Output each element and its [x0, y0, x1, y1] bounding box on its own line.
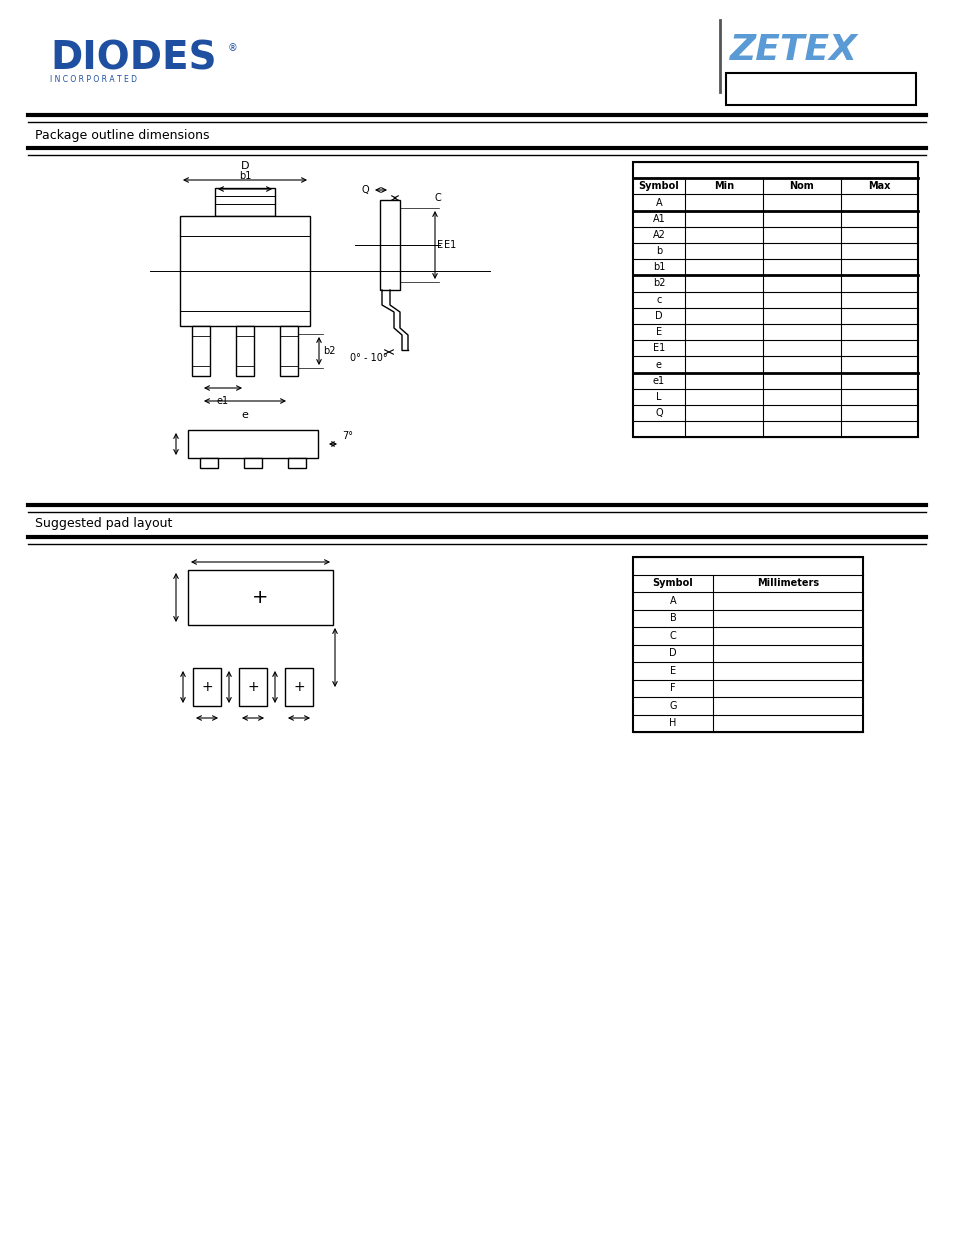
Bar	[235, 326, 253, 375]
Bar	[244, 458, 262, 468]
Bar	[188, 571, 333, 625]
Text: e: e	[656, 359, 661, 369]
Text: b2: b2	[323, 346, 335, 356]
Bar	[280, 326, 297, 375]
Text: C: C	[435, 193, 441, 203]
Text: Q: Q	[655, 408, 662, 419]
Bar	[192, 326, 210, 375]
Text: D: D	[240, 161, 249, 170]
Text: e: e	[241, 410, 248, 420]
Text: A1: A1	[652, 214, 664, 224]
Text: A2: A2	[652, 230, 665, 240]
Text: ZETEX: ZETEX	[729, 33, 857, 67]
Text: DIODES: DIODES	[50, 40, 216, 77]
Text: D: D	[655, 311, 662, 321]
Text: Nom: Nom	[789, 182, 814, 191]
Text: c: c	[656, 295, 661, 305]
Text: +: +	[252, 588, 269, 606]
Text: +: +	[247, 680, 258, 694]
Bar	[193, 668, 221, 706]
Text: Max: Max	[867, 182, 890, 191]
Text: L: L	[656, 391, 661, 401]
Text: ®: ®	[228, 43, 237, 53]
Text: H: H	[669, 719, 676, 729]
Text: Symbol: Symbol	[638, 182, 679, 191]
Bar	[214, 188, 274, 216]
Text: A: A	[669, 595, 676, 605]
Bar	[633, 162, 917, 437]
Text: b: b	[655, 246, 661, 256]
Text: A: A	[655, 198, 661, 207]
Text: G: G	[669, 700, 676, 711]
Bar	[633, 557, 862, 732]
Text: Q: Q	[361, 185, 369, 195]
Text: +: +	[293, 680, 305, 694]
Text: e1: e1	[216, 396, 229, 406]
Text: 0° - 10°: 0° - 10°	[350, 353, 387, 363]
Text: Package outline dimensions: Package outline dimensions	[35, 128, 210, 142]
Text: Symbol: Symbol	[652, 578, 693, 588]
Text: Min: Min	[713, 182, 733, 191]
Text: +: +	[201, 680, 213, 694]
Bar	[725, 73, 915, 105]
Text: E1: E1	[443, 240, 456, 249]
Text: D: D	[668, 648, 676, 658]
Text: 7°: 7°	[341, 431, 353, 441]
Text: b1: b1	[652, 262, 664, 272]
Text: E: E	[436, 240, 442, 249]
Text: E: E	[656, 327, 661, 337]
Bar	[239, 668, 267, 706]
Text: Millimeters: Millimeters	[756, 578, 819, 588]
Text: b2: b2	[652, 279, 664, 289]
Text: B: B	[669, 614, 676, 624]
Text: Suggested pad layout: Suggested pad layout	[35, 517, 172, 531]
Bar	[288, 458, 306, 468]
Text: F: F	[670, 683, 675, 693]
Bar	[180, 216, 310, 326]
Bar	[285, 668, 313, 706]
Text: E: E	[669, 666, 676, 676]
Bar	[200, 458, 218, 468]
Text: E1: E1	[652, 343, 664, 353]
Text: C: C	[669, 631, 676, 641]
Text: b1: b1	[238, 170, 251, 182]
Bar	[188, 430, 317, 458]
Text: I N C O R P O R A T E D: I N C O R P O R A T E D	[50, 75, 137, 84]
Text: e1: e1	[652, 375, 664, 385]
Bar	[379, 200, 399, 290]
